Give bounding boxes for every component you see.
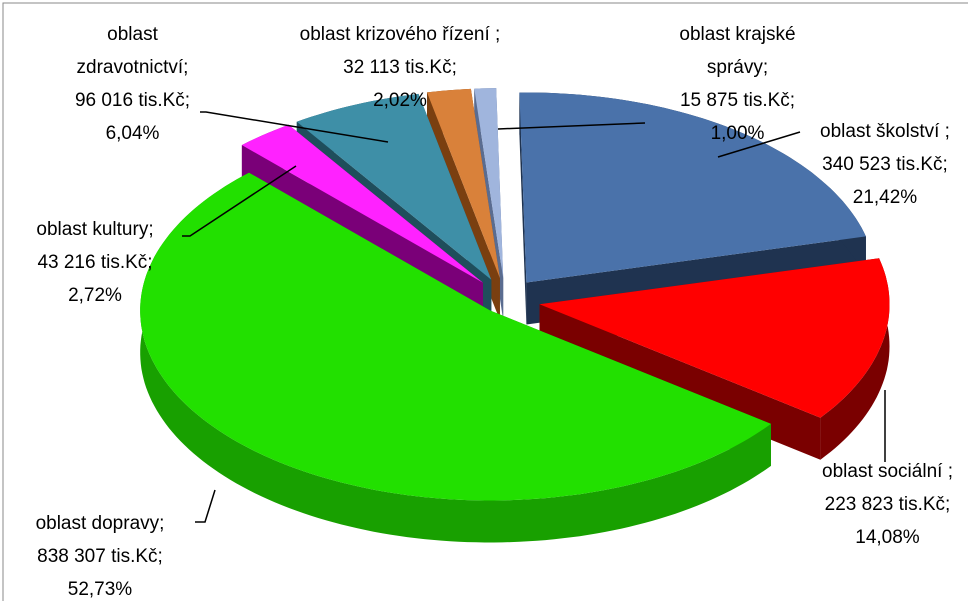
label-percent: 14,08%	[855, 527, 920, 548]
label-value: 340 523 tis.Kč;	[822, 154, 948, 175]
label-name: oblast kultury;	[36, 219, 154, 240]
slice-side	[820, 258, 890, 460]
label-name: oblast zdravotnictví;	[76, 24, 189, 78]
slice	[241, 124, 483, 283]
label-value: 838 307 tis.Kč;	[37, 546, 163, 567]
slice	[519, 92, 866, 283]
label-value: 223 823 tis.Kč;	[824, 494, 951, 515]
label-name: oblast krajské správy;	[679, 24, 796, 78]
label-percent: 21,42%	[852, 187, 918, 208]
label-percent: 52,73%	[67, 579, 133, 600]
slice-cut	[519, 92, 527, 325]
slice	[474, 88, 504, 278]
label-percent: 1,00%	[710, 123, 765, 144]
label-value: 32 113 tis.Kč;	[343, 57, 457, 78]
slice	[140, 172, 771, 501]
slice	[539, 258, 890, 418]
label-value: 96 016 tis.Kč;	[74, 90, 191, 111]
leader-line	[497, 122, 646, 130]
slice	[296, 93, 492, 280]
label-percent: 2,02%	[373, 90, 427, 111]
data-label: oblast krizového řízení ; 32 113 tis.Kč; 2…	[295, 18, 505, 117]
slice	[427, 88, 500, 279]
leader-line	[200, 111, 389, 143]
label-name: oblast školství ;	[820, 121, 950, 142]
data-label: oblast zdravotnictví; 96 016 tis.Kč; 6,04%	[50, 18, 215, 150]
data-label: oblast kultury; 43 216 tis.Kč; 2,72%	[10, 213, 180, 312]
label-value: 15 875 tis.Kč;	[679, 90, 796, 111]
data-label: oblast školství ; 340 523 tis.Kč; 21,42%	[800, 115, 968, 214]
data-label: oblast sociální ; 223 823 tis.Kč; 14,08%	[800, 455, 968, 554]
label-name: oblast dopravy;	[35, 513, 165, 534]
label-percent: 2,72%	[68, 285, 122, 306]
label-percent: 6,04%	[105, 123, 160, 144]
leader-line	[182, 165, 297, 237]
data-label: oblast krajské správy; 15 875 tis.Kč; 1,00…	[650, 18, 825, 150]
leader-line	[717, 131, 801, 158]
pie	[140, 88, 890, 543]
label-name: oblast krizového řízení ;	[299, 24, 501, 45]
leader-lines	[182, 111, 886, 523]
label-name: oblast sociální ;	[822, 461, 953, 482]
label-value: 43 216 tis.Kč;	[37, 252, 153, 273]
data-label: oblast dopravy; 838 307 tis.Kč; 52,73%	[10, 507, 190, 601]
leader-line	[195, 489, 216, 523]
